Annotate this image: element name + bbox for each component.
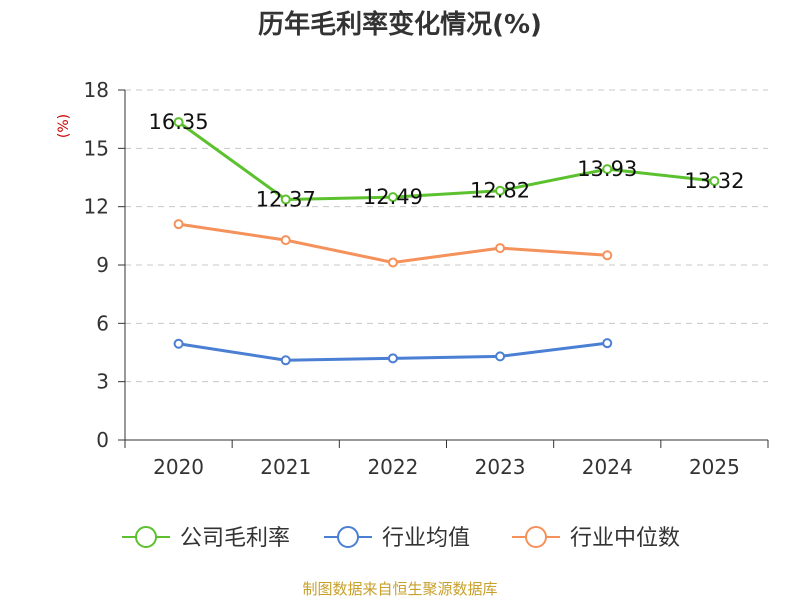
gridlines xyxy=(125,89,768,383)
data-point xyxy=(495,243,506,254)
x-tick-label: 2025 xyxy=(689,455,740,479)
legend-marker xyxy=(525,526,547,548)
y-tick-label: 12 xyxy=(84,195,109,219)
legend-label: 行业均值 xyxy=(382,526,470,551)
data-point xyxy=(602,164,613,175)
y-tick-label: 15 xyxy=(84,136,109,160)
y-axis-label: (%) xyxy=(56,114,72,138)
data-point xyxy=(387,192,398,203)
data-point xyxy=(173,117,184,128)
legend-label: 行业中位数 xyxy=(570,526,680,551)
legend: 公司毛利率 行业均值 行业中位数 xyxy=(122,526,680,551)
data-point xyxy=(602,338,613,349)
series-line-2 xyxy=(178,222,608,264)
data-point xyxy=(173,338,184,349)
y-tick-label: 18 xyxy=(84,78,109,102)
y-tick-label: 9 xyxy=(96,253,109,277)
data-labels: 16.35 12.37 12.49 12.82 13.93 13.32 xyxy=(149,110,745,211)
x-tick-label: 2024 xyxy=(582,455,633,479)
data-point xyxy=(495,185,506,196)
legend-label: 公司毛利率 xyxy=(180,526,290,551)
source-note: 制图数据来自恒生聚源数据库 xyxy=(302,580,497,598)
x-tick-label: 2021 xyxy=(260,455,311,479)
data-label: 16.35 xyxy=(149,110,209,134)
data-label: 13.32 xyxy=(684,169,744,193)
x-tick-label: 2023 xyxy=(475,455,526,479)
x-tick-label: 2020 xyxy=(153,455,204,479)
series-lines xyxy=(173,117,720,366)
y-tick-label: 0 xyxy=(96,428,109,452)
y-tick-label: 6 xyxy=(96,311,109,335)
data-point xyxy=(495,351,506,362)
data-point xyxy=(280,235,291,246)
data-point xyxy=(280,355,291,366)
x-tick-label: 2022 xyxy=(367,455,418,479)
chart-title: 历年毛利率变化情况(%) xyxy=(258,9,542,40)
legend-marker xyxy=(135,526,157,548)
data-point xyxy=(709,176,720,186)
y-tick-label: 3 xyxy=(96,370,109,394)
data-label: 12.82 xyxy=(470,179,530,203)
data-label: 13.93 xyxy=(577,157,637,181)
data-point xyxy=(387,353,398,364)
legend-marker xyxy=(337,526,359,548)
data-point xyxy=(173,219,184,230)
series-line-0 xyxy=(177,120,715,201)
axes: 0 3 6 9 12 15 18 2020 2021 2022 2023 2024 2025 xyxy=(84,78,769,479)
data-point xyxy=(602,250,613,261)
data-label: 12.37 xyxy=(256,187,316,211)
data-point xyxy=(280,194,291,205)
data-label: 12.49 xyxy=(363,185,423,209)
data-point xyxy=(387,257,398,268)
